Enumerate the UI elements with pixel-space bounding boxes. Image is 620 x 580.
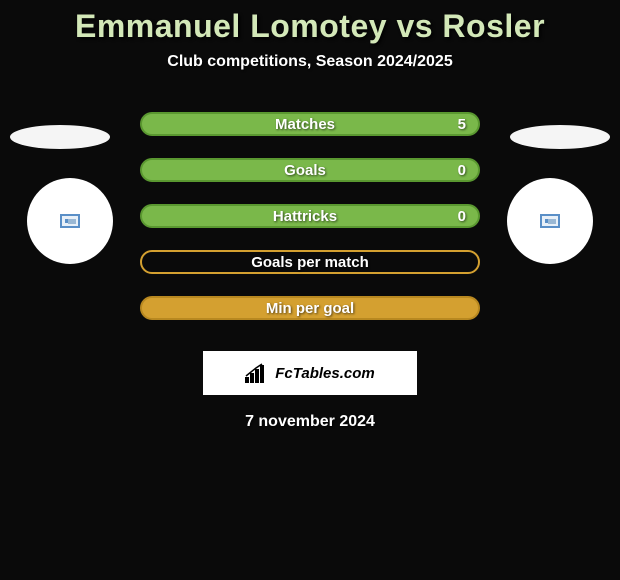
date-label: 7 november 2024 <box>0 413 620 431</box>
comparison-title: Emmanuel Lomotey vs Rosler <box>0 8 620 45</box>
branding-box: FcTables.com <box>203 351 417 395</box>
stat-row: Matches 5 <box>0 101 620 147</box>
stat-label: Goals <box>284 162 326 179</box>
stat-row: Goals per match <box>0 239 620 285</box>
stat-label: Min per goal <box>266 300 354 317</box>
stat-bar: Goals per match <box>140 250 480 274</box>
stat-value-right: 5 <box>458 116 466 133</box>
stat-bar: Hattricks 0 <box>140 204 480 228</box>
branding-text: FcTables.com <box>275 365 374 382</box>
stat-bar: Min per goal <box>140 296 480 320</box>
stat-row: Goals 0 <box>0 147 620 193</box>
comparison-subtitle: Club competitions, Season 2024/2025 <box>0 53 620 71</box>
stat-label: Hattricks <box>273 208 337 225</box>
stat-bar: Goals 0 <box>140 158 480 182</box>
stat-label: Goals per match <box>251 254 369 271</box>
stat-label: Matches <box>275 116 335 133</box>
stat-value-right: 0 <box>458 208 466 225</box>
stat-value-right: 0 <box>458 162 466 179</box>
stat-row: Hattricks 0 <box>0 193 620 239</box>
fctables-logo-icon <box>245 363 269 383</box>
stat-bar: Matches 5 <box>140 112 480 136</box>
stat-row: Min per goal <box>0 285 620 331</box>
stats-container: Matches 5 Goals 0 Hattricks 0 Goals per match M… <box>0 101 620 331</box>
